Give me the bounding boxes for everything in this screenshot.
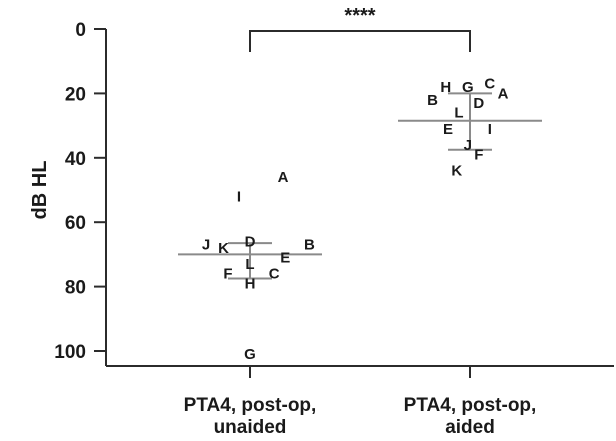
data-point: C: [484, 76, 495, 93]
data-point: C: [269, 266, 280, 283]
data-point: B: [304, 237, 315, 254]
data-point: E: [280, 250, 290, 267]
data-point: D: [245, 234, 256, 251]
y-axis: 0 20 40 60 80 100 dB HL: [29, 20, 107, 366]
data-point: H: [440, 79, 451, 96]
y-tick-label: 0: [75, 20, 86, 41]
data-point: A: [278, 169, 289, 186]
x-category-label: unaided: [214, 417, 287, 438]
data-point: H: [245, 275, 256, 292]
data-point: D: [473, 95, 484, 112]
x-category-label: PTA4, post-op,: [184, 395, 317, 416]
data-point: J: [202, 237, 210, 254]
data-point: K: [218, 240, 229, 257]
data-point: A: [498, 85, 509, 102]
y-axis-label: dB HL: [29, 161, 51, 220]
data-point: K: [451, 163, 462, 180]
data-point: L: [245, 256, 254, 273]
significance-bracket: ****: [249, 5, 471, 52]
data-point: I: [237, 188, 241, 205]
data-point: L: [454, 105, 463, 122]
y-tick-label: 80: [65, 278, 86, 299]
y-tick-label: 20: [65, 84, 86, 105]
data-point: E: [443, 121, 453, 138]
data-point: G: [244, 346, 256, 363]
y-tick-label: 100: [54, 342, 86, 363]
bracket-line: [249, 30, 471, 52]
x-category-label: PTA4, post-op,: [404, 395, 537, 416]
y-tick-label: 60: [65, 213, 86, 234]
data-point: F: [223, 266, 232, 283]
data-point: B: [427, 92, 438, 109]
data-point: G: [462, 79, 474, 96]
x-category-label: aided: [445, 417, 495, 438]
mean-sd-lines: [178, 92, 542, 280]
data-point: J: [464, 137, 472, 154]
data-point: I: [488, 121, 492, 138]
data-point: F: [474, 147, 483, 164]
y-tick-label: 40: [65, 149, 86, 170]
significance-label: ****: [344, 5, 375, 27]
